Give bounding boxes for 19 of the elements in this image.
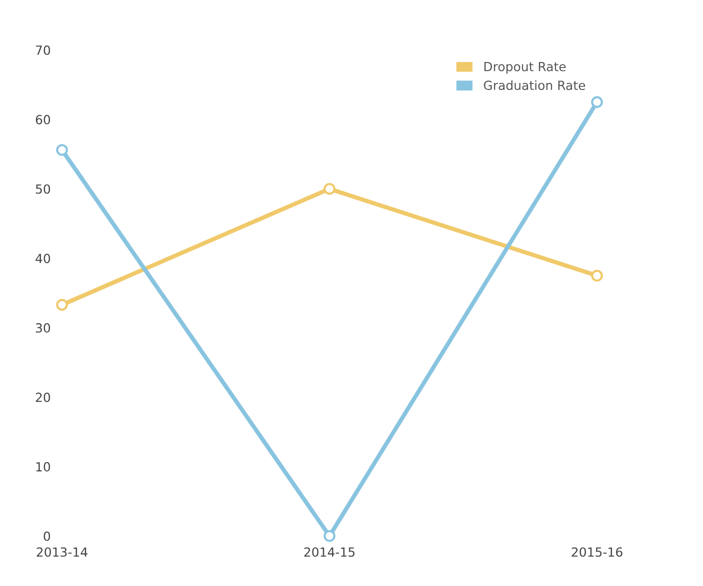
y-tick-label: 10 <box>36 462 50 472</box>
y-tick-label: 20 <box>36 392 50 402</box>
y-tick-label: 50 <box>36 184 50 194</box>
x-tick-label: 2015-16 <box>572 547 622 557</box>
point <box>591 270 603 282</box>
x-tick-label: 2013-14 <box>36 547 88 557</box>
point <box>324 530 336 542</box>
legend-label: Graduation Rate <box>484 80 586 90</box>
legend-label: Dropout Rate <box>484 62 566 74</box>
x-tick-label: 2014-15 <box>304 547 355 557</box>
y-tick-label: 70 <box>36 45 50 55</box>
y-tick-label: 30 <box>36 323 50 333</box>
point <box>56 144 68 156</box>
point <box>56 298 68 311</box>
y-tick-label: 60 <box>36 114 50 124</box>
y-tick-label: 40 <box>36 254 50 264</box>
point <box>324 182 336 195</box>
point <box>591 96 603 108</box>
y-tick-label: 0 <box>44 531 50 541</box>
